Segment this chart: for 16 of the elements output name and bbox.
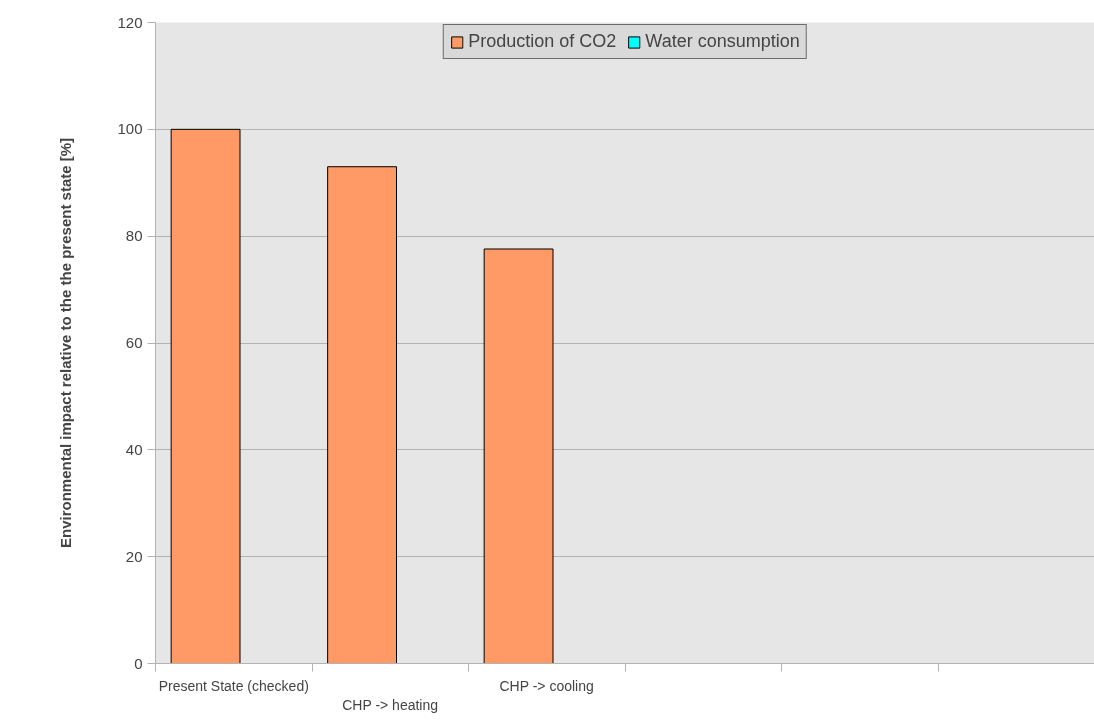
y-tick-label: 100 [117, 120, 143, 138]
y-tick-label: 0 [134, 654, 143, 672]
x-tick-label: CHP -> heating [342, 696, 439, 713]
legend-label: Production of CO2 [468, 31, 617, 52]
x-tick-label: CHP -> cooling [499, 677, 594, 694]
y-tick-label: 80 [125, 227, 143, 245]
y-tick-label: 60 [125, 334, 143, 351]
y-axis-title: Environmental impact relative to the the present state [%] [57, 137, 75, 549]
bar [483, 248, 554, 664]
legend-label: Water consumption [645, 31, 800, 52]
bar [170, 128, 241, 664]
y-tick-label: 20 [125, 547, 143, 565]
x-tick-label: Present State (checked) [158, 677, 309, 694]
y-tick-label: 40 [125, 440, 143, 458]
bar [327, 166, 398, 664]
y-tick-label: 120 [117, 13, 143, 31]
